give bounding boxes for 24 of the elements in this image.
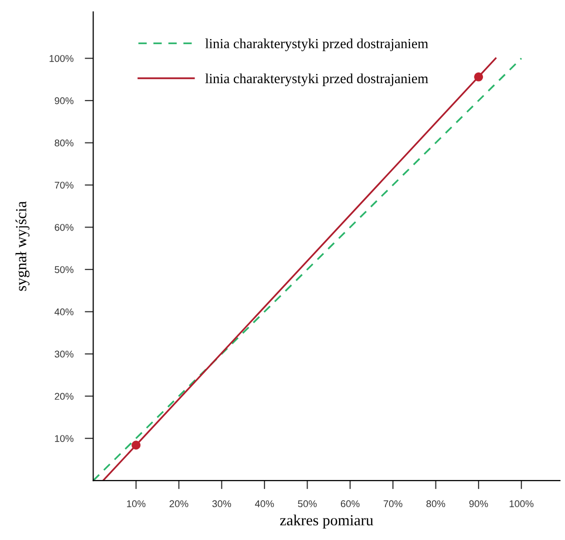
- y-axis-title: sygnał wyjścia: [16, 201, 30, 291]
- y-tick-label: 60%: [54, 224, 74, 231]
- x-tick-label: 100%: [510, 500, 534, 508]
- legend-label: linia charakterystyki przed dostrajaniem: [205, 73, 428, 86]
- y-tick-label: 100%: [50, 55, 74, 62]
- y-tick-label: 40%: [54, 308, 74, 316]
- legend-label: linia charakterystyki przed dostrajaniem: [205, 38, 428, 52]
- x-axis-title: zakres pomiaru: [280, 514, 374, 529]
- x-tick-label: 80%: [426, 500, 446, 508]
- x-tick-label: 90%: [469, 500, 488, 508]
- x-tick-label: 50%: [298, 500, 317, 508]
- y-tick-label: 10%: [55, 435, 74, 442]
- x-tick-label: 30%: [212, 500, 232, 508]
- y-tick-label: 80%: [54, 140, 74, 146]
- y-tick-label: 30%: [54, 350, 74, 358]
- x-tick-label: 10%: [127, 500, 146, 508]
- y-tick-label: 50%: [54, 266, 74, 274]
- y-tick-label: 90%: [54, 97, 74, 104]
- x-tick-label: 70%: [384, 500, 402, 508]
- x-tick-label: 40%: [254, 500, 274, 508]
- y-tick-label: 70%: [54, 182, 74, 189]
- x-tick-label: 20%: [170, 500, 188, 508]
- y-tick-label: 20%: [54, 392, 74, 400]
- x-tick-label: 60%: [340, 500, 360, 508]
